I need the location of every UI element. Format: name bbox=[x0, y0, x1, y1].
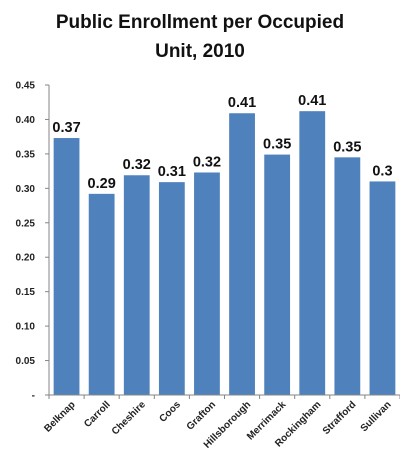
bar-belknap bbox=[53, 138, 80, 396]
data-label-sullivan: 0.3 bbox=[372, 163, 392, 179]
y-axis: - 0.05 0.10 0.15 0.20 0.25 0.30 0.35 0.40 0.45 bbox=[16, 81, 50, 402]
bar-grafton bbox=[194, 172, 220, 395]
data-label-strafford: 0.35 bbox=[333, 139, 361, 155]
y-tick-label: 0.10 bbox=[16, 322, 36, 333]
bar-merrimack bbox=[264, 154, 291, 395]
data-label-hillsborough: 0.41 bbox=[228, 95, 256, 111]
x-tick-label-grafton: Grafton bbox=[185, 399, 218, 432]
data-label-merrimack: 0.35 bbox=[263, 137, 291, 153]
x-tick-label-carroll: Carroll bbox=[82, 399, 113, 430]
y-tick-label: - bbox=[32, 391, 35, 402]
bar-carroll bbox=[88, 193, 115, 395]
bar-strafford bbox=[334, 157, 361, 395]
bar-coos bbox=[158, 182, 185, 395]
bar-sullivan bbox=[369, 181, 396, 395]
y-tick-label: 0.20 bbox=[16, 253, 36, 264]
y-tick-label: 0.25 bbox=[16, 218, 36, 229]
bars bbox=[53, 111, 396, 396]
data-label-coos: 0.31 bbox=[158, 164, 186, 180]
y-tick-label: 0.15 bbox=[16, 287, 36, 298]
x-tick-label-sullivan: Sullivan bbox=[359, 399, 394, 434]
y-tick-label: 0.40 bbox=[16, 115, 36, 126]
data-labels: 0.37 0.29 0.32 0.31 0.32 0.41 0.35 0.41 0.35 0.3 bbox=[52, 93, 392, 192]
chart-title: Public Enrollment per Occupied Unit, 201… bbox=[20, 8, 380, 66]
x-tick-label-belknap: Belknap bbox=[42, 399, 77, 434]
y-tick-label: 0.35 bbox=[16, 149, 36, 160]
data-label-belknap: 0.37 bbox=[52, 120, 80, 136]
y-tick-label: 0.45 bbox=[16, 81, 36, 92]
chart-title-line-2: Unit, 2010 bbox=[155, 41, 245, 62]
data-label-carroll: 0.29 bbox=[88, 176, 116, 192]
x-tick-label-cheshire: Cheshire bbox=[110, 399, 148, 437]
chart-title-line-1: Public Enrollment per Occupied bbox=[55, 12, 345, 33]
x-tick-label-coos: Coos bbox=[158, 399, 184, 425]
bar-hillsborough bbox=[229, 113, 255, 395]
y-tick-label: 0.05 bbox=[16, 356, 36, 367]
y-tick-label: 0.30 bbox=[16, 184, 36, 195]
data-label-rockingham: 0.41 bbox=[298, 93, 326, 109]
data-label-grafton: 0.32 bbox=[193, 154, 221, 170]
x-tick-label-strafford: Strafford bbox=[321, 399, 359, 437]
bar-rockingham bbox=[299, 111, 326, 395]
data-label-cheshire: 0.32 bbox=[123, 157, 151, 173]
bar-cheshire bbox=[123, 175, 150, 395]
